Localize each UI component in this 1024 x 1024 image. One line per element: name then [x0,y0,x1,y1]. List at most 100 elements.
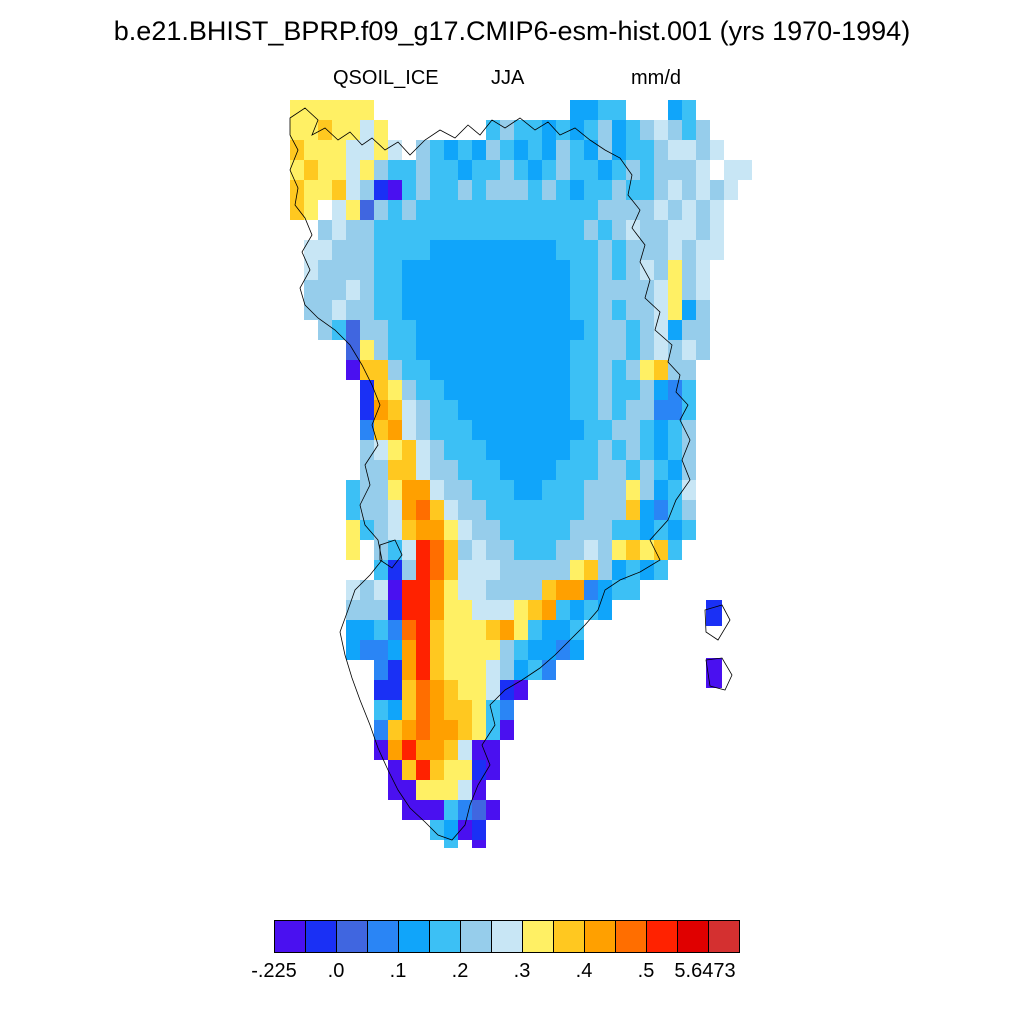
colorbar-box [274,920,306,953]
grid-cell [360,200,374,220]
grid-cell [402,660,416,680]
grid-cell [556,260,570,280]
grid-cell [388,140,402,160]
grid-cell [402,280,416,300]
grid-cell [514,380,528,400]
grid-cell [318,260,332,280]
grid-cell [388,680,402,700]
grid-cell [472,640,486,660]
grid-cell [472,160,486,180]
grid-cell [556,520,570,540]
grid-cell [514,280,528,300]
grid-cell [416,740,430,760]
grid-cell [430,760,444,780]
grid-cell [458,740,472,760]
grid-cell [612,140,626,160]
grid-cell [416,240,430,260]
grid-cell [402,600,416,620]
grid-cell [332,220,346,240]
grid-cell [542,280,556,300]
grid-cell [500,440,514,460]
grid-cell [528,300,542,320]
grid-cell [486,140,500,160]
grid-cell [472,760,486,780]
grid-cell [654,460,668,480]
grid-cell [598,500,612,520]
colorbar-box [398,920,430,953]
grid-cell [528,160,542,180]
grid-cell [388,720,402,740]
grid-cell [290,180,304,200]
grid-cell [542,360,556,380]
grid-cell [514,220,528,240]
grid-cell [542,380,556,400]
grid-cell [654,280,668,300]
grid-cell [416,520,430,540]
grid-cell [542,260,556,280]
grid-cell [388,780,402,800]
grid-cell [360,280,374,300]
grid-cell [402,800,416,820]
grid-cell [514,640,528,660]
grid-cell [528,260,542,280]
grid-cell [682,380,696,400]
grid-cell [668,300,682,320]
grid-cell [570,600,584,620]
grid-cell [682,160,696,180]
grid-cell [668,500,682,520]
grid-cell [458,720,472,740]
grid-cell [528,240,542,260]
grid-cell [654,540,668,560]
grid-cell [430,640,444,660]
grid-cell [444,740,458,760]
grid-cell [584,420,598,440]
grid-cell [514,620,528,640]
grid-cell [402,620,416,640]
grid-cell [612,200,626,220]
grid-cell [584,460,598,480]
grid-cell [584,440,598,460]
grid-cell [556,340,570,360]
grid-cell [654,380,668,400]
grid-cell [290,200,304,220]
grid-cell [514,120,528,140]
grid-cell [514,160,528,180]
grid-cell [430,320,444,340]
grid-cell [444,680,458,700]
grid-cell [458,620,472,640]
grid-cell [710,200,724,220]
grid-cell [444,380,458,400]
grid-cell [514,580,528,600]
grid-cell [570,580,584,600]
grid-cell [444,460,458,480]
grid-cell [706,600,722,626]
colorbar-label: .2 [451,960,469,982]
grid-cell [514,400,528,420]
grid-cell [528,400,542,420]
grid-cell [500,200,514,220]
grid-cell [416,720,430,740]
grid-cell [682,300,696,320]
grid-cell [430,180,444,200]
grid-cell [444,600,458,620]
grid-cell [556,600,570,620]
grid-cell [598,260,612,280]
grid-cell [444,640,458,660]
grid-cell [584,160,598,180]
grid-cell [570,420,584,440]
grid-cell [556,560,570,580]
grid-cell [444,620,458,640]
grid-cell [696,340,710,360]
grid-cell [626,180,640,200]
grid-cell [640,400,654,420]
grid-cell [654,360,668,380]
grid-cell [556,140,570,160]
grid-cell [486,280,500,300]
grid-cell [626,420,640,440]
grid-cell [416,220,430,240]
grid-cell [626,200,640,220]
grid-cell [570,200,584,220]
grid-cell [332,140,346,160]
grid-cell [500,320,514,340]
grid-cell [626,260,640,280]
